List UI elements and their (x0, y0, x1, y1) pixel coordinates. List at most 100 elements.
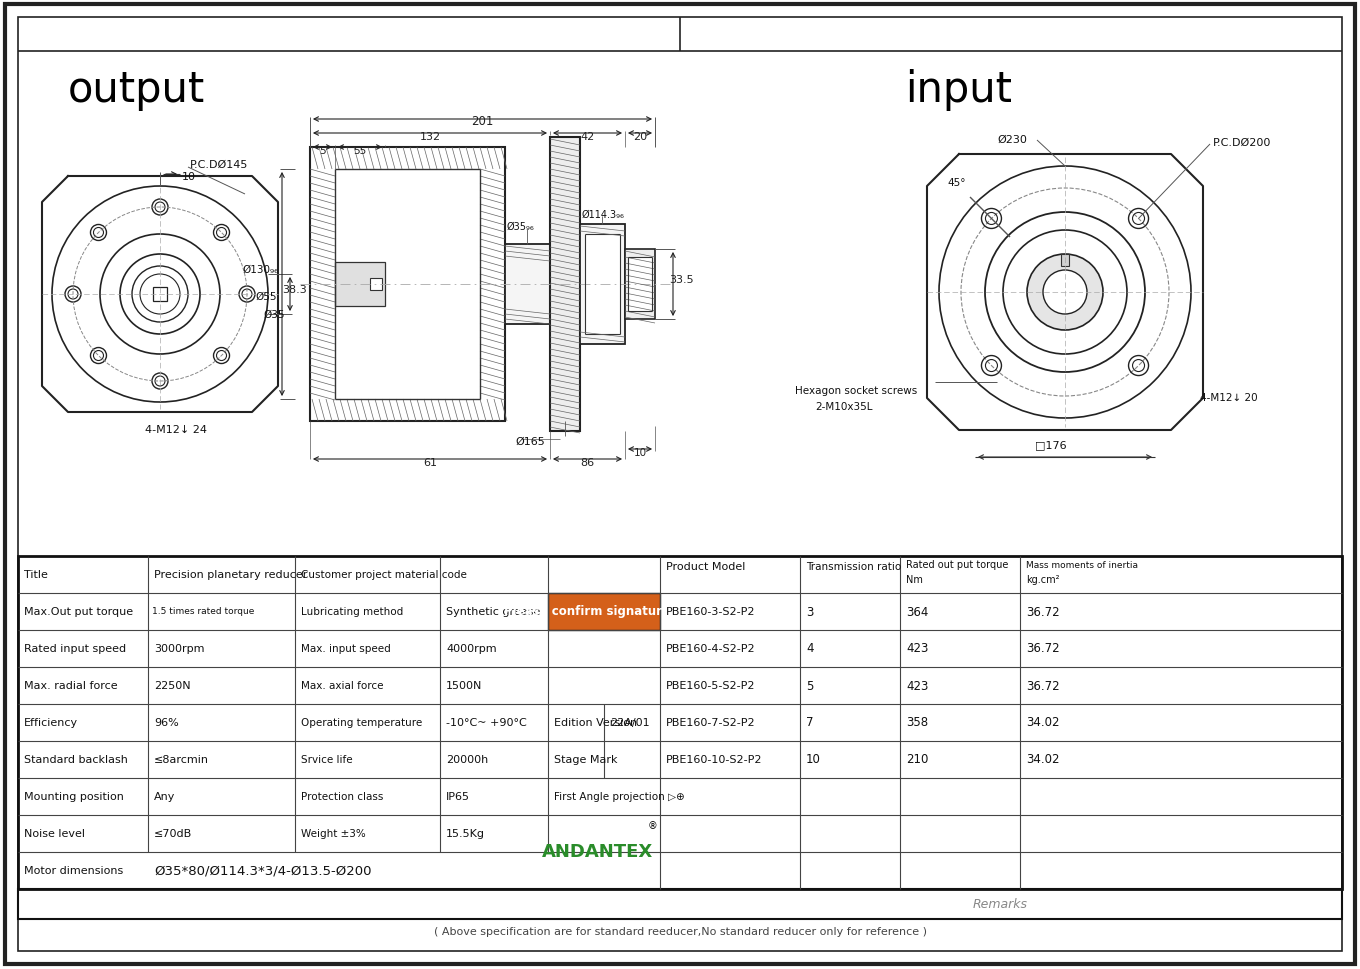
Text: Remarks: Remarks (972, 897, 1028, 911)
Text: PBE160-3-S2-P2: PBE160-3-S2-P2 (666, 607, 756, 616)
Text: 10: 10 (634, 448, 646, 457)
Text: Any: Any (154, 791, 175, 801)
Text: 7: 7 (806, 716, 813, 729)
Text: 3000rpm: 3000rpm (154, 643, 204, 653)
Text: Noise level: Noise level (24, 828, 86, 838)
Text: Efficiency: Efficiency (24, 717, 78, 728)
Text: Ø35: Ø35 (262, 310, 284, 320)
Text: 4-M12↓ 20: 4-M12↓ 20 (1200, 392, 1258, 402)
Text: 201: 201 (472, 115, 494, 128)
Text: Product Model: Product Model (666, 561, 745, 572)
Bar (335, 170, 480, 399)
Bar (505, 245, 549, 325)
Text: 15.5Kg: 15.5Kg (446, 828, 486, 838)
Text: Ø35₉₆: Ø35₉₆ (507, 222, 534, 232)
Text: ≤70dB: ≤70dB (154, 828, 192, 838)
Text: Mounting position: Mounting position (24, 791, 124, 801)
Text: 20: 20 (632, 132, 647, 141)
Text: 358: 358 (906, 716, 928, 729)
Text: ANDANTEX: ANDANTEX (543, 842, 654, 860)
Text: 36.72: 36.72 (1025, 641, 1059, 655)
Text: P.C.DØ200: P.C.DØ200 (1213, 138, 1272, 148)
Text: Weight ±3%: Weight ±3% (301, 828, 366, 838)
Text: 4000rpm: 4000rpm (446, 643, 496, 653)
Text: 4: 4 (806, 641, 813, 655)
Bar (154, 288, 167, 301)
Bar (628, 258, 651, 312)
Text: Ø55: Ø55 (256, 292, 276, 301)
Text: Title: Title (24, 570, 48, 579)
Text: 2-M10x35L: 2-M10x35L (815, 401, 873, 412)
Bar (549, 138, 579, 431)
Text: 4-M12↓ 24: 4-M12↓ 24 (146, 424, 207, 434)
Bar (18, 556, 1342, 890)
Bar (585, 234, 620, 334)
Text: ≤8arcmin: ≤8arcmin (154, 754, 209, 765)
Text: Rated out put torque: Rated out put torque (906, 559, 1008, 570)
Text: Please confirm signature/date: Please confirm signature/date (503, 605, 704, 618)
Text: 423: 423 (906, 679, 929, 692)
Bar (1050, 278, 1080, 308)
Text: 33.5: 33.5 (669, 275, 694, 285)
Text: input: input (904, 69, 1012, 110)
Text: Motor dimensions: Motor dimensions (24, 865, 124, 875)
Text: PBE160-7-S2-P2: PBE160-7-S2-P2 (666, 717, 756, 728)
Text: Hexagon socket screws: Hexagon socket screws (796, 386, 917, 395)
Text: -10°C~ +90°C: -10°C~ +90°C (446, 717, 526, 728)
Text: 86: 86 (581, 457, 594, 467)
Text: ®: ® (647, 820, 658, 830)
Text: 61: 61 (423, 457, 437, 467)
Text: First Angle projection ▷⊕: First Angle projection ▷⊕ (554, 791, 684, 801)
Text: 423: 423 (906, 641, 929, 655)
Bar (370, 279, 382, 291)
Text: Protection class: Protection class (301, 791, 384, 801)
Bar (18, 890, 1342, 919)
Text: 38.3: 38.3 (283, 285, 307, 295)
Text: Customer project material code: Customer project material code (301, 570, 466, 579)
Text: Precision planetary reducer: Precision planetary reducer (154, 570, 307, 579)
Text: 1.5 times rated torque: 1.5 times rated torque (152, 607, 254, 616)
Text: Max. input speed: Max. input speed (301, 643, 390, 653)
Text: kg.cm²: kg.cm² (1025, 575, 1059, 584)
Text: Ø130₉₆: Ø130₉₆ (242, 265, 279, 275)
Text: 5: 5 (320, 146, 326, 156)
Text: Mass moments of inertia: Mass moments of inertia (1025, 560, 1138, 569)
Bar (626, 250, 656, 320)
Text: Ø230: Ø230 (997, 135, 1027, 144)
Text: 364: 364 (906, 605, 929, 618)
Text: Srvice life: Srvice life (301, 754, 352, 765)
Text: Ø165: Ø165 (515, 437, 545, 447)
Bar (310, 148, 505, 422)
Bar (335, 263, 385, 306)
Text: Rated input speed: Rated input speed (24, 643, 126, 653)
Text: ( Above specification are for standard reeducer,No standard reducer only for ref: ( Above specification are for standard r… (434, 926, 926, 936)
Bar (1061, 255, 1069, 266)
Text: IP65: IP65 (446, 791, 471, 801)
Text: 36.72: 36.72 (1025, 679, 1059, 692)
Text: Max. axial force: Max. axial force (301, 680, 384, 690)
Text: Ø35*80/Ø114.3*3/4-Ø13.5-Ø200: Ø35*80/Ø114.3*3/4-Ø13.5-Ø200 (154, 863, 371, 877)
Text: 42: 42 (581, 132, 594, 141)
Text: Lubricating method: Lubricating method (301, 607, 404, 616)
Text: 45°: 45° (947, 178, 966, 188)
Text: 36.72: 36.72 (1025, 605, 1059, 618)
Text: Standard backlash: Standard backlash (24, 754, 128, 765)
Text: 22A/01: 22A/01 (611, 717, 650, 728)
Text: 5: 5 (806, 679, 813, 692)
Bar (579, 225, 626, 345)
Text: Operating temperature: Operating temperature (301, 717, 422, 728)
Text: 34.02: 34.02 (1025, 753, 1059, 766)
Text: 210: 210 (906, 753, 929, 766)
Text: 2250N: 2250N (154, 680, 190, 690)
Text: output: output (68, 69, 205, 110)
Text: Max.Out put torque: Max.Out put torque (24, 607, 133, 616)
Text: Edition Version: Edition Version (554, 717, 636, 728)
Text: 55: 55 (354, 146, 367, 156)
Text: 132: 132 (419, 132, 441, 141)
Text: P.C.DØ145: P.C.DØ145 (190, 160, 249, 170)
Text: 1500N: 1500N (446, 680, 483, 690)
Circle shape (1043, 270, 1087, 315)
Text: 20000h: 20000h (446, 754, 488, 765)
Bar (548, 593, 660, 631)
Text: Max. radial force: Max. radial force (24, 680, 117, 690)
